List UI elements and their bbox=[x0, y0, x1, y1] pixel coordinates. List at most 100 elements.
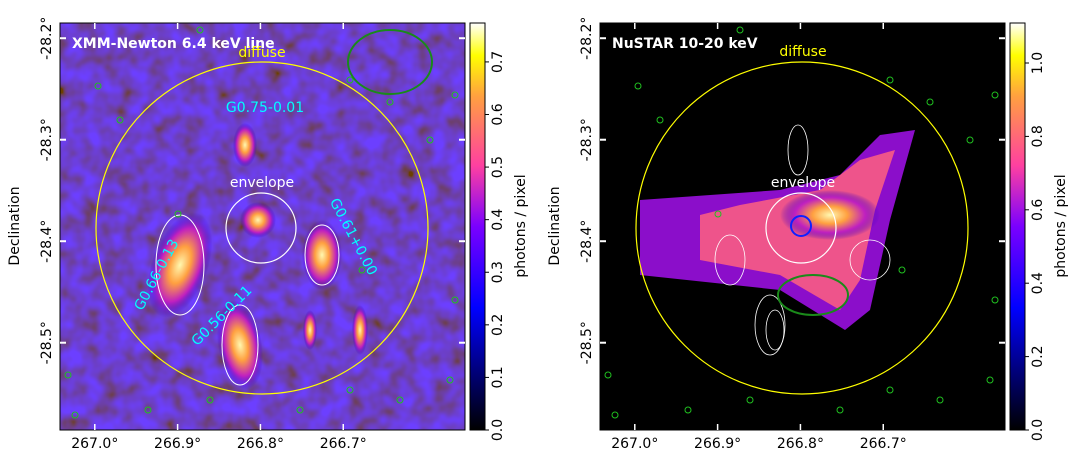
source-circle bbox=[790, 215, 812, 237]
contour bbox=[754, 294, 786, 356]
colorbar-tick-label: 0.6 bbox=[490, 103, 506, 125]
x-tick-label: 266.7° bbox=[860, 436, 907, 452]
region-envelope bbox=[225, 192, 297, 264]
point-source bbox=[736, 26, 744, 34]
point-source bbox=[991, 91, 999, 99]
colorbar-tick-label: 0.2 bbox=[1030, 345, 1046, 367]
point-source bbox=[936, 396, 944, 404]
point-source bbox=[346, 386, 354, 394]
point-source bbox=[886, 386, 894, 394]
point-source bbox=[94, 82, 102, 90]
emission bbox=[216, 300, 264, 390]
panel-title: XMM-Newton 6.4 keV line bbox=[72, 36, 275, 52]
panel bbox=[600, 23, 1005, 430]
region-diffuse bbox=[95, 61, 429, 395]
region-label: diffuse bbox=[779, 44, 826, 60]
point-source bbox=[986, 376, 994, 384]
point-source bbox=[604, 371, 612, 379]
emission bbox=[147, 212, 213, 318]
contour bbox=[304, 224, 340, 286]
point-source bbox=[446, 376, 454, 384]
point-source bbox=[886, 76, 894, 84]
point-source bbox=[746, 396, 754, 404]
x-tick-label: 266.9° bbox=[694, 436, 741, 452]
colorbar bbox=[469, 22, 486, 431]
colorbar-tick-label: 0.5 bbox=[490, 156, 506, 178]
colorbar-tick-label: 0.4 bbox=[490, 208, 506, 230]
colorbar-tick-label: 0.4 bbox=[1030, 272, 1046, 294]
x-tick-label: 267.0° bbox=[71, 436, 118, 452]
point-source bbox=[966, 136, 974, 144]
point-source bbox=[611, 411, 619, 419]
emission bbox=[233, 123, 257, 167]
point-source bbox=[926, 98, 934, 106]
region-label: envelope bbox=[230, 175, 294, 191]
colorbar-tick-label: 0.3 bbox=[490, 261, 506, 283]
x-tick-label: 266.7° bbox=[320, 436, 367, 452]
region-diffuse bbox=[635, 61, 969, 395]
x-tick-label: 266.8° bbox=[237, 436, 284, 452]
point-source bbox=[64, 371, 72, 379]
region-envelope bbox=[765, 192, 837, 264]
y-tick-label: -28.2° bbox=[39, 17, 55, 60]
colorbar-tick-label: 1.0 bbox=[1030, 52, 1046, 74]
contour bbox=[155, 214, 205, 316]
y-tick-label: -28.5° bbox=[579, 321, 595, 364]
point-source bbox=[396, 396, 404, 404]
emission bbox=[352, 305, 368, 355]
plot-frame bbox=[599, 22, 1006, 431]
region-label: diffuse bbox=[238, 45, 285, 61]
emission bbox=[303, 310, 317, 350]
colorbar-tick-label: 0.8 bbox=[1030, 125, 1046, 147]
point-source bbox=[174, 210, 182, 218]
x-tick-label: 266.9° bbox=[154, 436, 201, 452]
y-tick-label: -28.5° bbox=[39, 321, 55, 364]
point-source bbox=[426, 136, 434, 144]
colorbar-tick-label: 0.6 bbox=[1030, 199, 1046, 221]
point-source bbox=[656, 116, 664, 124]
panel-title: NuSTAR 10-20 keV bbox=[612, 36, 758, 52]
colorbar-label: photons / pixel bbox=[1053, 174, 1069, 277]
point-source bbox=[358, 266, 366, 274]
point-source bbox=[684, 406, 692, 414]
point-source bbox=[346, 76, 354, 84]
colorbar bbox=[1009, 22, 1026, 431]
y-tick-label: -28.3° bbox=[579, 118, 595, 161]
emission-peak bbox=[780, 190, 880, 240]
point-source bbox=[116, 116, 124, 124]
colorbar-tick-label: 0.2 bbox=[490, 314, 506, 336]
plot-frame bbox=[59, 22, 466, 431]
y-tick-label: -28.4° bbox=[39, 220, 55, 263]
point-source bbox=[71, 411, 79, 419]
contour bbox=[221, 304, 259, 386]
point-source bbox=[144, 406, 152, 414]
region-background bbox=[777, 274, 849, 316]
point-source bbox=[451, 296, 459, 304]
point-source bbox=[714, 210, 722, 218]
region-label: G0.75-0.01 bbox=[226, 100, 304, 116]
x-tick-label: 266.8° bbox=[777, 436, 824, 452]
point-source bbox=[296, 406, 304, 414]
contour bbox=[849, 239, 891, 281]
emission bbox=[302, 220, 342, 290]
y-tick-label: -28.2° bbox=[579, 17, 595, 60]
point-source bbox=[898, 266, 906, 274]
region-label: envelope bbox=[771, 175, 835, 191]
colorbar-tick-label: 0.0 bbox=[490, 419, 506, 441]
point-source bbox=[836, 406, 844, 414]
point-source bbox=[451, 91, 459, 99]
region-background bbox=[347, 29, 433, 95]
point-source bbox=[206, 396, 214, 404]
colorbar-tick-label: 0.0 bbox=[1030, 419, 1046, 441]
panel bbox=[60, 23, 465, 430]
x-tick-label: 267.0° bbox=[611, 436, 658, 452]
y-axis-label: Declination bbox=[547, 186, 563, 265]
colorbar-tick-label: 0.1 bbox=[490, 366, 506, 388]
colorbar-tick-label: 0.7 bbox=[490, 51, 506, 73]
emission bbox=[240, 202, 276, 238]
y-tick-label: -28.3° bbox=[39, 118, 55, 161]
y-tick-label: -28.4° bbox=[579, 220, 595, 263]
contour bbox=[765, 309, 785, 351]
colorbar-label: photons / pixel bbox=[513, 174, 529, 277]
